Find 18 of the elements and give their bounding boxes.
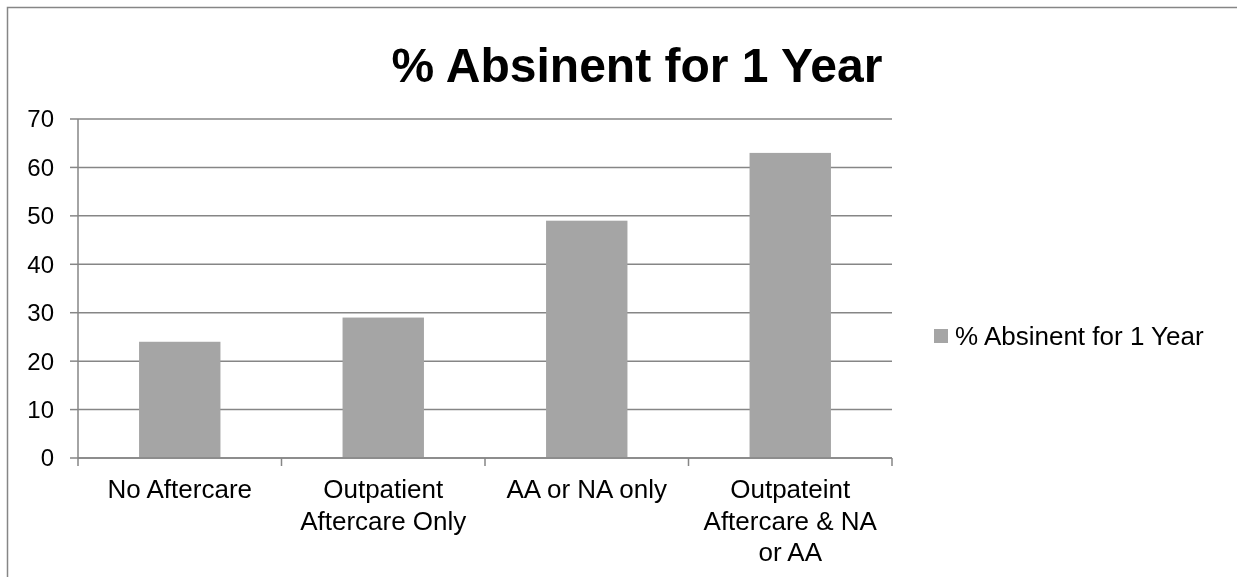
bar: [546, 220, 628, 458]
y-tick-label: 70: [27, 105, 54, 133]
y-tick-label: 20: [27, 347, 54, 375]
bar: [139, 341, 221, 458]
chart-title: % Absinent for 1 Year: [391, 39, 883, 92]
x-tick-label: Outpateint Aftercare & NA or AA: [703, 474, 878, 567]
y-tick-label: 50: [27, 202, 54, 230]
y-tick-label: 40: [27, 250, 54, 278]
legend-label: % Absinent for 1 Year: [955, 321, 1204, 352]
y-tick-label: 30: [27, 299, 54, 327]
x-tick-label: No Aftercare: [107, 474, 253, 504]
y-tick-label: 0: [40, 444, 54, 472]
y-tick-label: 10: [27, 395, 54, 423]
x-tick-label: AA or NA only: [506, 474, 667, 504]
bar: [342, 317, 424, 458]
x-tick-label: Outpatient Aftercare Only: [300, 474, 467, 536]
y-tick-label: 60: [27, 153, 54, 181]
bar: [749, 152, 831, 458]
